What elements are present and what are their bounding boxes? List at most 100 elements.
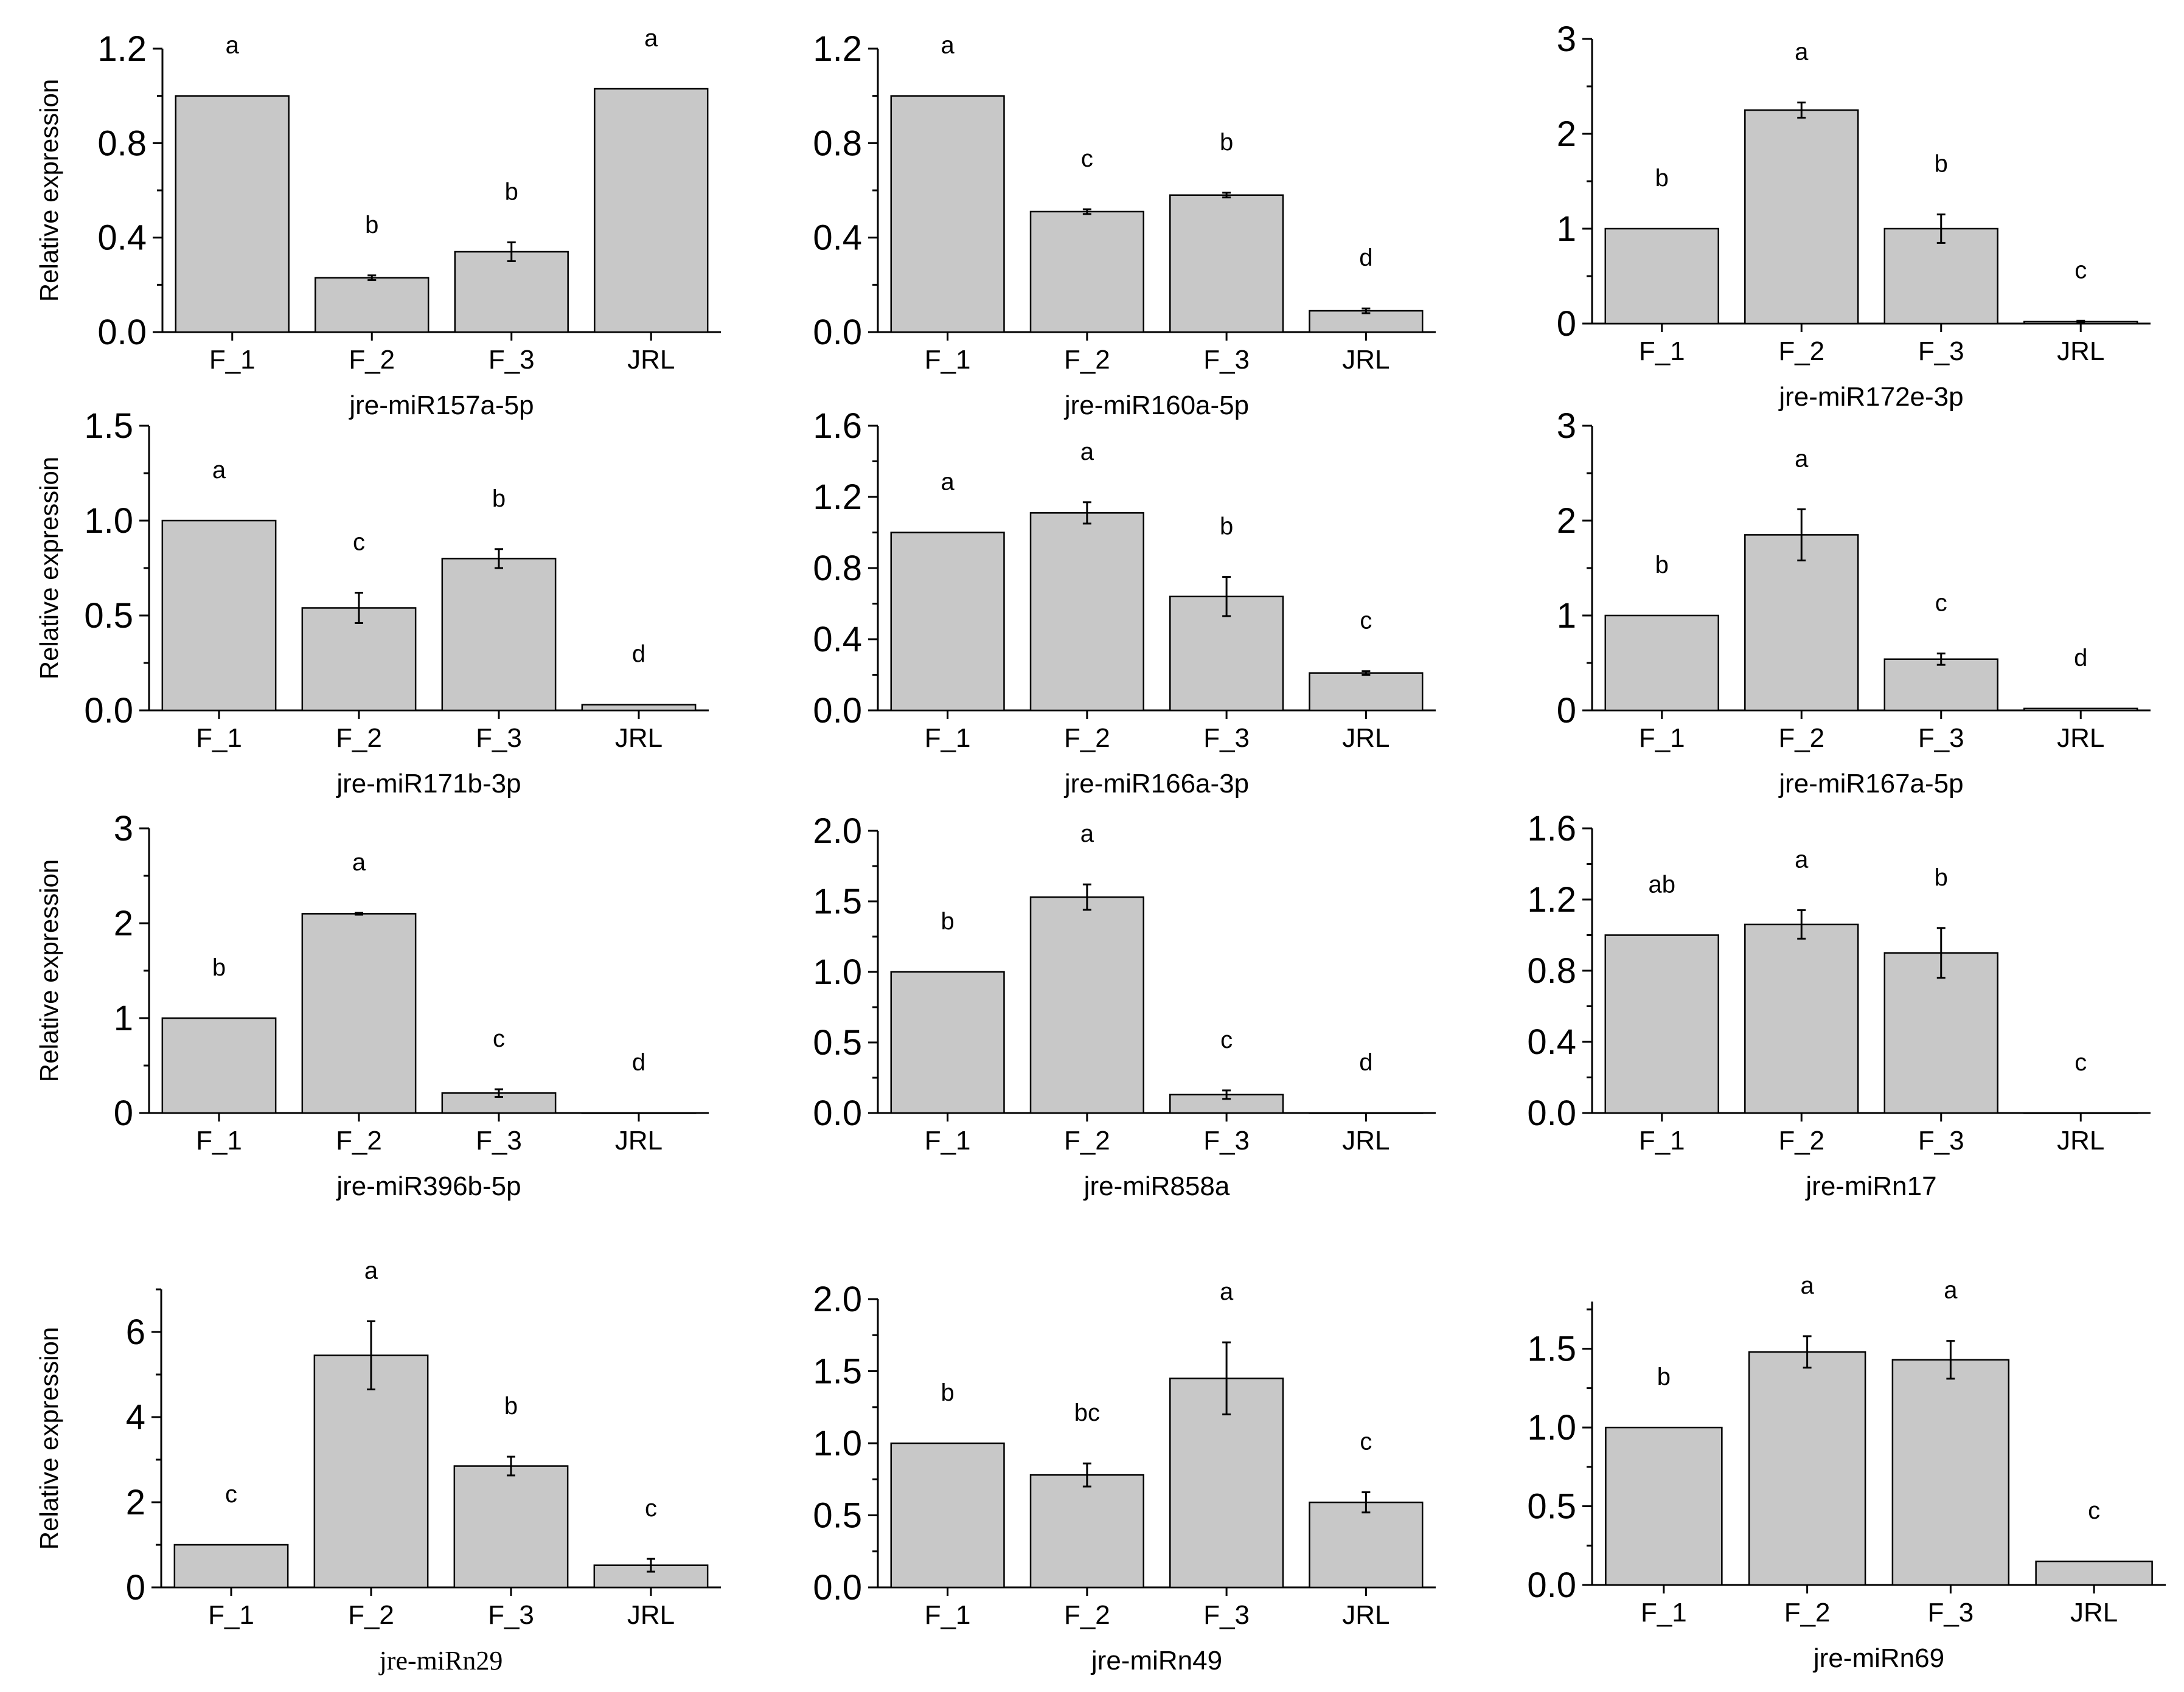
y-tick-label: 0 (114, 1094, 133, 1133)
significance-letter: b (1935, 864, 1948, 891)
y-axis-label: Relative expression (35, 79, 63, 302)
y-tick-label: 0.8 (97, 123, 147, 163)
significance-letter: a (1795, 847, 1809, 873)
significance-letter: a (226, 32, 240, 59)
panel-title: jre-miRn29 (378, 1646, 503, 1676)
x-tick-label: F_1 (925, 1600, 971, 1630)
x-tick-label: F_3 (476, 723, 522, 753)
x-tick-label: F_3 (1203, 1126, 1250, 1156)
y-tick-label: 0 (1557, 304, 1576, 344)
x-tick-label: JRL (1342, 723, 1389, 753)
significance-letter: a (644, 25, 658, 52)
significance-letter: b (1220, 129, 1233, 156)
bar (581, 704, 697, 712)
panel-title: jre-miR167a-5p (1778, 769, 1963, 799)
y-tick-label: 1 (1557, 596, 1576, 636)
bar (1883, 658, 1998, 712)
y-tick-label: 0.4 (1527, 1022, 1576, 1062)
bar (1604, 614, 1719, 712)
y-tick-label: 1 (114, 999, 133, 1038)
x-tick-label: F_3 (1918, 723, 1964, 753)
x-tick-label: F_2 (336, 723, 382, 753)
x-tick-label: F_1 (209, 345, 256, 375)
significance-letter: c (645, 1495, 657, 1522)
x-tick-label: F_2 (1784, 1598, 1831, 1628)
chart-panel: 0.0 0.5 1.0 1.5 F_1 a F_2 c F_3 b JRL d jre-miR171b-… (35, 406, 709, 799)
y-tick-label: 2.0 (813, 811, 862, 851)
significance-letter: a (364, 1258, 378, 1285)
y-tick-label: 3 (114, 809, 133, 848)
x-tick-label: JRL (1342, 1126, 1389, 1156)
x-tick-label: F_3 (488, 1600, 534, 1630)
x-tick-label: JRL (1342, 1600, 1389, 1630)
significance-letter: a (352, 849, 366, 876)
significance-letter: c (353, 529, 365, 556)
bar (1744, 923, 1859, 1114)
x-tick-label: JRL (1342, 345, 1389, 375)
x-tick-label: F_3 (1918, 336, 1964, 366)
y-tick-label: 0.0 (84, 691, 133, 730)
x-tick-label: F_3 (489, 345, 535, 375)
y-tick-label: 3 (1557, 19, 1576, 59)
x-tick-label: JRL (615, 1126, 663, 1156)
significance-letter: c (1360, 608, 1372, 634)
bar (1605, 1426, 1723, 1586)
significance-letter: a (941, 469, 955, 496)
y-tick-label: 1.5 (84, 406, 133, 446)
significance-letter: d (2074, 645, 2087, 671)
significance-letter: b (492, 485, 506, 512)
y-tick-label: 0.5 (84, 596, 133, 636)
significance-letter: a (1795, 39, 1809, 66)
y-tick-label: 0 (126, 1568, 145, 1607)
significance-letter: b (1655, 552, 1669, 578)
bar (161, 519, 277, 712)
bar (1891, 1359, 2010, 1586)
x-tick-label: F_1 (925, 345, 971, 375)
chart-panel: 0 1 2 3 F_1 b F_2 a F_3 b JRL c jre-miR172e-3p (1557, 19, 2151, 412)
y-tick-label: 0.4 (813, 620, 862, 659)
y-tick-label: 1 (1557, 209, 1576, 249)
chart-panel: 0.0 0.5 1.0 1.5 2.0 F_1 b F_2 a F_3 c JRL d jre-miR85… (813, 811, 1436, 1201)
significance-letter: b (941, 908, 955, 935)
panel-title: jre-miR160a-5p (1063, 390, 1249, 420)
chart-panel: 0 1 2 3 F_1 b F_2 a F_3 c JRL d jre-miR396b-5p Relati… (35, 809, 709, 1201)
significance-letter: b (1935, 151, 1948, 178)
bar (1748, 1351, 1866, 1586)
panel-title: jre-miRn69 (1812, 1643, 1944, 1673)
chart-panel: 0 1 2 3 F_1 b F_2 a F_3 c JRL d jre-miR167a-5p (1557, 406, 2151, 799)
x-tick-label: F_2 (1064, 1126, 1110, 1156)
bar (173, 1544, 289, 1589)
significance-letter: a (1944, 1277, 1958, 1304)
bar (890, 95, 1005, 333)
significance-letter: d (1359, 244, 1372, 271)
x-tick-label: JRL (615, 723, 663, 753)
x-tick-label: F_1 (196, 723, 242, 753)
bar (1169, 194, 1284, 333)
significance-letter: c (1935, 589, 1947, 616)
chart-panel: 0.0 0.4 0.8 1.2 F_1 a F_2 c F_3 b JRL d jre-miR160a-… (813, 29, 1436, 420)
y-axis-label: Relative expression (35, 859, 63, 1083)
x-tick-label: F_2 (349, 345, 395, 375)
y-tick-label: 1.5 (813, 1352, 862, 1392)
y-tick-label: 1.6 (1527, 809, 1576, 848)
y-tick-label: 2 (1557, 501, 1576, 541)
x-tick-label: JRL (627, 345, 675, 375)
x-tick-label: F_3 (1203, 345, 1250, 375)
bar (175, 95, 290, 333)
panel-title: jre-miRn49 (1090, 1646, 1222, 1676)
significance-letter: c (225, 1481, 237, 1508)
y-tick-label: 4 (126, 1398, 145, 1437)
y-tick-label: 1.2 (1527, 880, 1576, 920)
bar (2023, 707, 2138, 712)
significance-letter: d (632, 1049, 645, 1076)
y-tick-label: 6 (126, 1312, 145, 1352)
bar (1029, 1474, 1144, 1589)
chart-panel: 0.0 0.5 1.0 1.5 F_1 b F_2 a F_3 a JRL c jre-miRn69 (1527, 1272, 2166, 1673)
x-tick-label: JRL (2070, 1598, 2118, 1628)
x-tick-label: JRL (2057, 723, 2104, 753)
y-tick-label: 0 (1557, 691, 1576, 730)
bar (454, 251, 569, 333)
x-tick-label: F_2 (1778, 723, 1824, 753)
significance-letter: c (1081, 145, 1093, 172)
bar (315, 277, 429, 333)
